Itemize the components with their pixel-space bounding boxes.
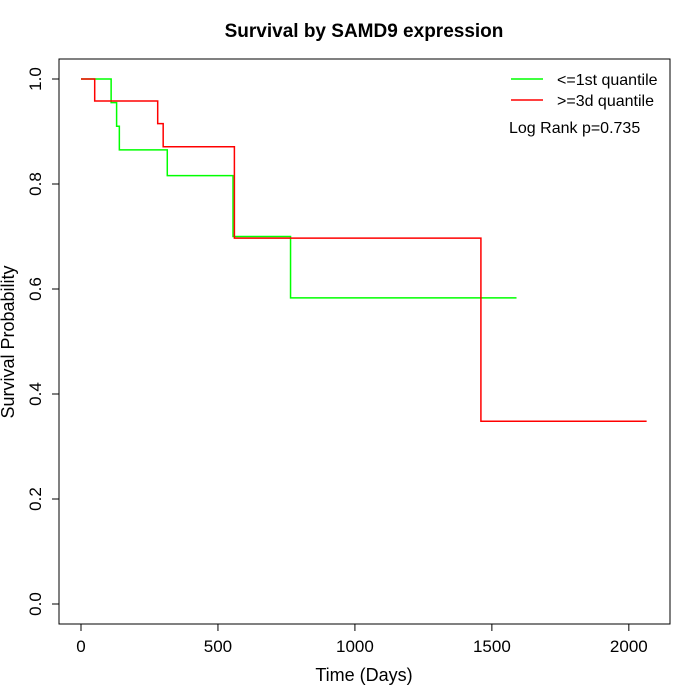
legend: <=1st quantile >=3d quantile bbox=[511, 72, 658, 110]
y-tick-label: 1.0 bbox=[26, 67, 45, 91]
y-axis-label: Survival Probability bbox=[0, 265, 18, 418]
log-rank-annotation: Log Rank p=0.735 bbox=[509, 120, 640, 137]
legend-label-1: <=1st quantile bbox=[557, 72, 658, 89]
x-tick-label: 0 bbox=[76, 637, 85, 656]
chart-title: Survival by SAMD9 expression bbox=[225, 21, 504, 42]
survival-curve-1 bbox=[81, 78, 517, 299]
y-tick-label: 0.2 bbox=[26, 487, 45, 511]
x-tick-label: 1000 bbox=[336, 637, 374, 656]
plot-frame bbox=[58, 58, 671, 625]
legend-label-2: >=3d quantile bbox=[557, 93, 654, 110]
x-axis-label: Time (Days) bbox=[315, 665, 412, 685]
x-tick-label: 2000 bbox=[610, 637, 648, 656]
y-tick-label: 0.6 bbox=[26, 277, 45, 301]
survival-curves bbox=[81, 78, 647, 423]
x-tick-label: 500 bbox=[204, 637, 232, 656]
survival-curve-2 bbox=[81, 78, 647, 423]
y-tick-label: 0.0 bbox=[26, 592, 45, 616]
y-tick-label: 0.8 bbox=[26, 172, 45, 196]
x-tick-label: 1500 bbox=[473, 637, 511, 656]
y-tick-label: 0.4 bbox=[26, 382, 45, 406]
y-axis: 0.0 0.2 0.4 0.6 0.8 1.0 bbox=[26, 67, 60, 616]
x-axis: 0 500 1000 1500 2000 bbox=[76, 623, 648, 656]
